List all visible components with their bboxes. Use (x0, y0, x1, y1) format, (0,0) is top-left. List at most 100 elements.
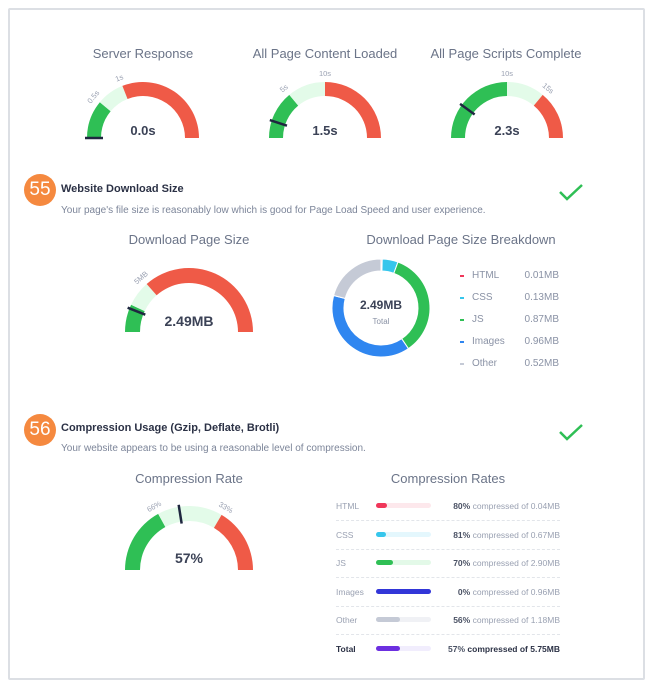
section-description: Your page's file size is reasonably low … (61, 205, 486, 216)
content-loaded-gauge-mid-segment (289, 82, 325, 106)
compression-rate-gauge-tick-label: 33% (217, 500, 235, 516)
legend-label: HTML (472, 270, 500, 281)
breakdown-title: Download Page Size Breakdown (366, 232, 556, 247)
gauge-value-compression-rate: 57% (174, 550, 204, 566)
legend-swatch (460, 319, 464, 321)
row-detail: compressed of 1.18MB (472, 615, 560, 625)
row-detail: compressed of 0.96MB (472, 586, 560, 597)
content-loaded-gauge-good-segment (269, 94, 299, 138)
legend-value: 0.96MB (524, 336, 559, 347)
progress-fill (376, 617, 401, 622)
row-label: JS (336, 558, 346, 568)
row-percent: 57% (448, 643, 466, 654)
row-percent: 56% (453, 615, 471, 625)
legend-swatch (460, 341, 464, 343)
progress-track (376, 617, 431, 622)
scripts-complete-gauge-tick-label: 10s (501, 69, 513, 78)
gauge-value-scripts-complete: 2.3s (494, 123, 520, 138)
row-detail: compressed of 2.90MB (472, 558, 560, 568)
server-response-gauge-mid-segment (99, 85, 128, 112)
row-percent: 80% (453, 501, 471, 511)
row-text: 70% compressed of 2.90MB (453, 558, 560, 568)
progress-track (376, 560, 431, 565)
compression-rate-gauge-good-segment (125, 513, 166, 570)
legend-value: 0.52MB (524, 358, 559, 369)
compression-rate-gauge-mid-segment (158, 506, 222, 528)
gauge-value-download-size: 2.49MB (164, 313, 214, 329)
progress-fill (376, 588, 431, 594)
row-text: 56% compressed of 1.18MB (453, 615, 560, 625)
legend-value: 0.13MB (524, 292, 559, 303)
download-size-gauge-needle (127, 306, 146, 316)
progress-track (376, 503, 431, 508)
compression-row: Total 57% compressed of 5.75MB (336, 635, 560, 663)
progress-fill (376, 531, 387, 537)
row-percent: 0% (457, 586, 471, 597)
server-response-gauge-good-segment (87, 102, 111, 138)
legend-swatch (460, 297, 464, 299)
legend-label: Other (472, 358, 498, 369)
scripts-complete-gauge-tick-label: 15s (541, 81, 556, 96)
gauge-value-server-response: 0.0s (130, 123, 156, 138)
check-icon (559, 184, 583, 201)
compression-rate-gauge-bad-segment (213, 514, 253, 570)
gauge-title-content-loaded: All Page Content Loaded (252, 46, 398, 61)
server-response-gauge-tick-label: 1s (114, 72, 125, 83)
gauge-title-scripts-complete: All Page Scripts Complete (430, 46, 582, 61)
progress-fill (376, 645, 400, 651)
compression-rate-gauge-needle (177, 504, 183, 524)
content-loaded-gauge-needle (269, 118, 288, 127)
content-loaded-gauge-tick-label: 5s (278, 82, 290, 94)
compression-rates-title: Compression Rates (390, 471, 506, 486)
gauge-title-download-size: Download Page Size (128, 232, 250, 247)
row-detail: compressed of 5.75MB (467, 643, 560, 654)
download-size-gauge-bad-segment (146, 268, 253, 332)
compression-row: JS 70% compressed of 2.90MB (336, 549, 560, 578)
row-label: CSS (336, 529, 354, 540)
row-label: HTML (336, 501, 360, 511)
donut-total-label: Total (372, 317, 390, 326)
download-size-gauge-mid-segment (131, 283, 157, 312)
row-detail: compressed of 0.04MB (472, 501, 560, 511)
server-response-gauge-bad-segment (122, 82, 199, 138)
compression-row: CSS 81% compressed of 0.67MB (336, 521, 560, 550)
row-text: 81% compressed of 0.67MB (453, 530, 560, 540)
legend-label: CSS (472, 292, 493, 303)
compression-rate-gauge-tick-label: 66% (145, 499, 163, 514)
scripts-complete-gauge-needle (459, 102, 476, 116)
compression-row: HTML 80% compressed of 0.04MB (336, 492, 560, 521)
progress-fill (376, 503, 387, 508)
check-icon (559, 424, 583, 441)
compression-row: Images 0% compressed of 0.96MB (336, 578, 560, 607)
gauge-value-content-loaded: 1.5s (312, 123, 338, 138)
section-title: Compression Usage (Gzip, Deflate, Brotli… (61, 422, 280, 434)
row-text: 80% compressed of 0.04MB (453, 501, 560, 511)
section-number-badge: 55 (24, 174, 56, 206)
content-loaded-gauge-tick-label: 10s (319, 69, 331, 78)
progress-track (376, 645, 431, 651)
row-label: Images (336, 586, 364, 597)
legend-swatch (460, 275, 464, 277)
row-percent: 81% (453, 529, 471, 540)
row-text: 57% compressed of 5.75MB (448, 644, 560, 654)
section-description: Your website appears to be using a reaso… (61, 443, 366, 454)
legend-label: JS (472, 314, 484, 325)
compression-row: Other 56% compressed of 1.18MB (336, 606, 560, 635)
row-label: Other (336, 615, 358, 625)
legend-value: 0.01MB (524, 270, 559, 281)
scripts-complete-gauge-good-segment (451, 82, 507, 138)
row-text: 0% compressed of 0.96MB (458, 587, 560, 597)
progress-track (376, 588, 431, 594)
gauge-title-compression-rate: Compression Rate (135, 471, 243, 486)
donut-total-value: 2.49MB (359, 298, 403, 312)
section-title: Website Download Size (61, 183, 184, 195)
section-number-badge: 56 (24, 414, 56, 446)
legend-value: 0.87MB (524, 314, 559, 325)
gauge-title-server-response: Server Response (92, 46, 194, 61)
donut-slice-other (333, 258, 382, 300)
report-card (8, 8, 645, 680)
legend-label: Images (472, 336, 505, 347)
row-label: Total (336, 643, 356, 654)
legend-swatch (460, 363, 464, 365)
